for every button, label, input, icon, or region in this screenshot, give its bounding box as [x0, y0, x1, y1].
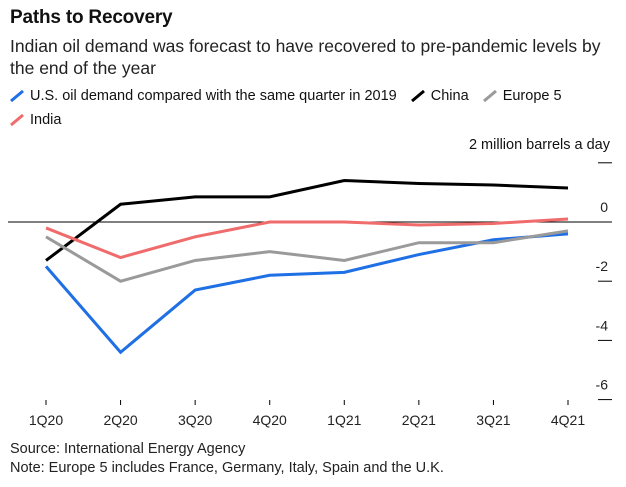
chart-subtitle: Indian oil demand was forecast to have r…: [10, 36, 601, 78]
footnote: Note: Europe 5 includes France, Germany,…: [10, 460, 444, 476]
series-line-india: [45, 217, 569, 260]
x-tick-label: 4Q20: [253, 412, 287, 428]
legend: U.S. oil demand compared with the same q…: [10, 86, 620, 132]
legend-label-india: India: [30, 112, 62, 128]
chart-title: Paths to Recovery: [10, 7, 173, 28]
y-tick-label: 0: [600, 199, 608, 215]
x-tick-label: 3Q21: [476, 412, 510, 428]
legend-swatch-india: [10, 114, 24, 126]
legend-label-europe: Europe 5: [502, 88, 562, 104]
y-tick-label: -2: [596, 258, 609, 274]
legend-label-china: China: [430, 88, 469, 104]
y-axis-unit-label: 2 million barrels a day: [468, 137, 610, 153]
x-tick-label: 4Q21: [551, 412, 585, 428]
legend-label-us: U.S. oil demand compared with the same q…: [30, 88, 397, 104]
series-line-china: [45, 179, 569, 262]
legend-item-china: China: [410, 86, 469, 106]
y-tick-label: -4: [596, 317, 609, 333]
legend-swatch-us: [10, 90, 24, 102]
source-note: Source: International Energy Agency: [10, 441, 246, 457]
legend-swatch-china: [410, 90, 425, 102]
x-tick-label: 1Q21: [327, 412, 361, 428]
x-tick-label: 1Q20: [29, 412, 63, 428]
series-line-europe: [45, 229, 569, 283]
legend-item-india: India: [10, 110, 61, 130]
x-tick-label: 3Q20: [178, 412, 212, 428]
legend-item-europe: Europe 5: [482, 86, 562, 106]
footer: Source: International Energy Agency Note…: [10, 440, 444, 478]
legend-swatch-europe: [482, 90, 497, 102]
series-line-us: [44, 232, 569, 355]
x-tick-label: 2Q20: [103, 412, 137, 428]
legend-item-us: U.S. oil demand compared with the same q…: [10, 86, 397, 106]
x-tick-label: 2Q21: [402, 412, 436, 428]
y-tick-label: -6: [596, 377, 609, 393]
line-chart: 0 -2 -4 -6 1Q20 2Q20 3Q20 4Q20 1Q21 2Q21 3Q21 4Q21: [8, 162, 612, 428]
